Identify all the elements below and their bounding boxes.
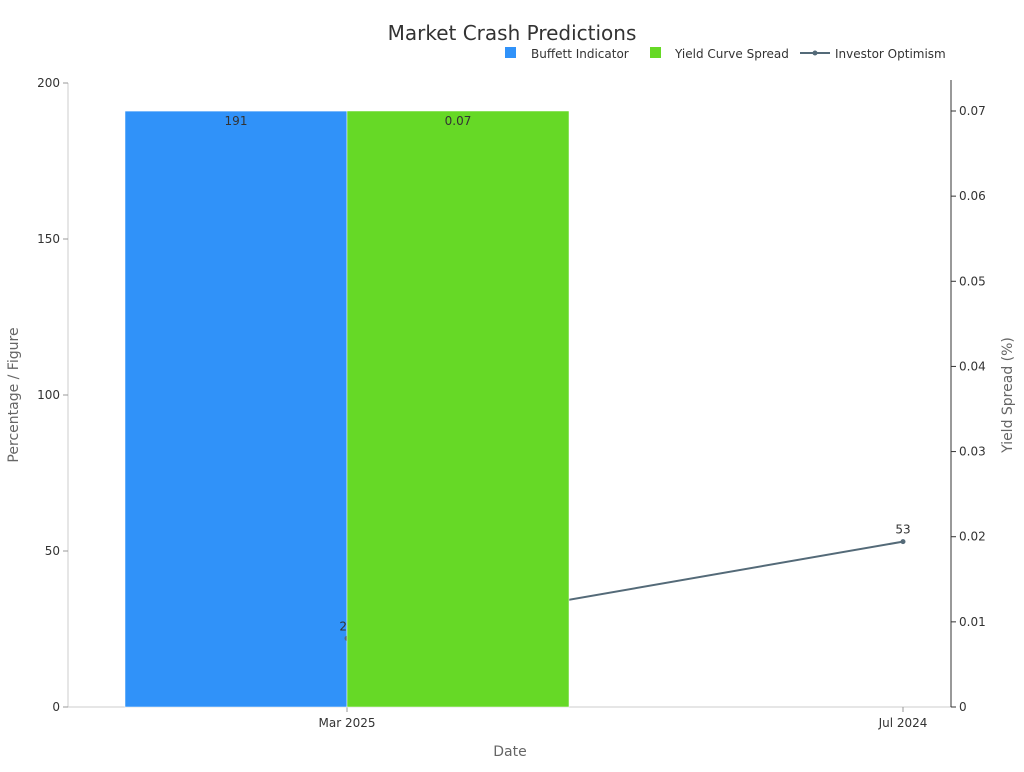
y2-tick-label: 0.05 — [959, 274, 986, 288]
y-tick-label: 200 — [37, 76, 60, 90]
marks: 22531910.07 — [124, 110, 911, 708]
y-tick-label: 50 — [45, 544, 60, 558]
legend-swatch-buffett-indicator — [505, 47, 516, 58]
chart-title: Market Crash Predictions — [388, 21, 637, 45]
legend-marker-investor-optimism — [812, 50, 818, 56]
y-tick-label: 0 — [52, 700, 60, 714]
x-tick-label: Mar 2025 — [319, 716, 376, 730]
legend-swatch-yield-curve-spread — [650, 47, 661, 58]
y2-tick-label: 0.01 — [959, 615, 986, 629]
bar-buffett-indicator — [124, 110, 348, 708]
x-tick-label: Jul 2024 — [878, 716, 928, 730]
legend-label-investor-optimism: Investor Optimism — [835, 47, 946, 61]
y2-tick-label: 0.04 — [959, 359, 986, 373]
data-label-buffett-indicator: 191 — [225, 114, 248, 128]
y2-tick-label: 0 — [959, 700, 967, 714]
y-axis-label: Percentage / Figure — [6, 327, 22, 462]
y-tick-label: 150 — [37, 232, 60, 246]
y2-axis-label: Yield Spread (%) — [1000, 337, 1016, 454]
y2-tick-label: 0.06 — [959, 189, 986, 203]
legend: Buffett Indicator Yield Curve Spread Inves… — [505, 47, 946, 61]
x-axis-label: Date — [493, 744, 526, 760]
point-investor-optimism — [900, 539, 906, 545]
data-label-yield-curve-spread: 0.07 — [445, 114, 472, 128]
y2-tick-label: 0.03 — [959, 445, 986, 459]
bar-yield-curve-spread — [346, 110, 570, 708]
y2-tick-label: 0.07 — [959, 104, 986, 118]
y-tick-label: 100 — [37, 388, 60, 402]
legend-label-yield-curve-spread: Yield Curve Spread — [674, 47, 789, 61]
y2-tick-label: 0.02 — [959, 530, 986, 544]
legend-label-buffett-indicator: Buffett Indicator — [531, 47, 629, 61]
data-label-investor-optimism: 53 — [895, 523, 910, 537]
